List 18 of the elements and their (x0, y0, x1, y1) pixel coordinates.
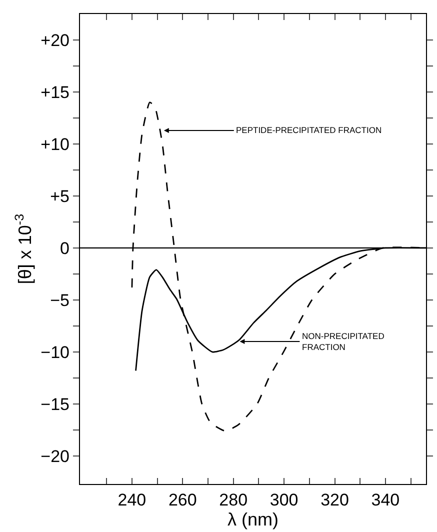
x-tick-label: 260 (168, 490, 197, 510)
x-tick-label: 340 (371, 490, 400, 510)
y-tick-label: +5 (50, 186, 70, 206)
x-tick-label: 240 (118, 490, 146, 510)
x-tick-label: 320 (320, 490, 349, 510)
y-tick-label: 0 (60, 238, 70, 258)
y-tick-label: −10 (40, 342, 70, 362)
y-tick-label: −5 (50, 290, 70, 310)
annotation: NON-PRECIPITATED FRACTION (302, 331, 384, 352)
annotation: PEPTIDE-PRECIPITATED FRACTION (236, 125, 382, 135)
y-tick-label: +15 (40, 82, 70, 102)
x-tick-label: 300 (270, 490, 298, 510)
y-tick-label: +10 (40, 134, 70, 154)
x-tick-label: 280 (219, 490, 248, 510)
y-tick-label: −20 (40, 446, 70, 466)
x-axis-title: λ (nm) (228, 510, 278, 530)
y-tick-label: −15 (40, 394, 70, 414)
y-tick-label: +20 (40, 30, 70, 50)
